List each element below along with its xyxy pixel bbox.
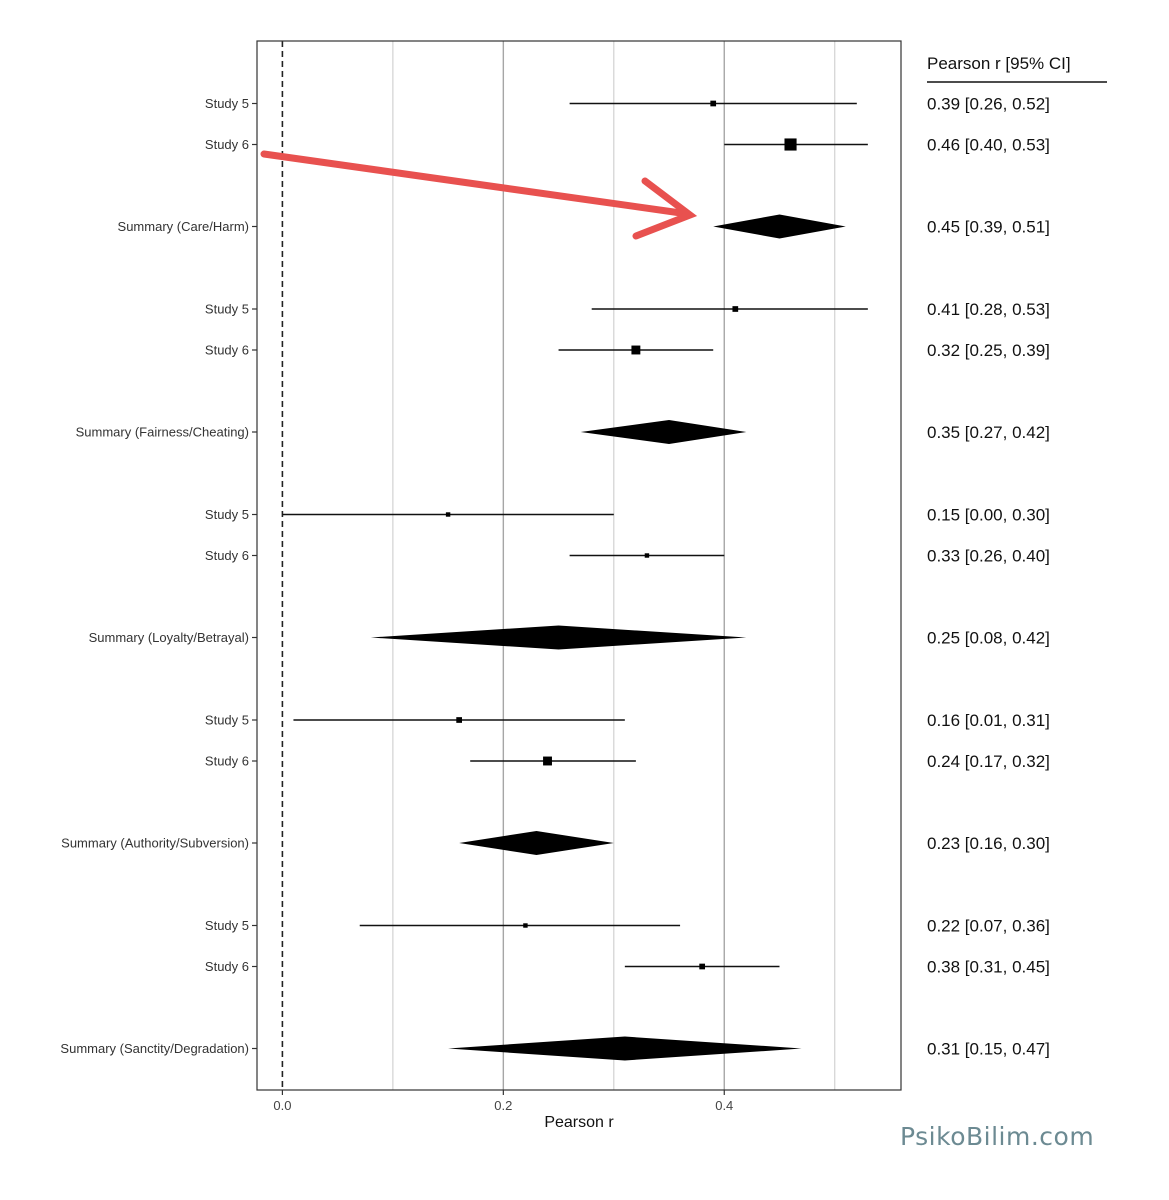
row-label-0: Study 5: [205, 96, 249, 111]
estimate-label-1: 0.46 [0.40, 0.53]: [927, 136, 1050, 155]
estimate-label-3: 0.41 [0.28, 0.53]: [927, 300, 1050, 319]
estimate-label-9: 0.16 [0.01, 0.31]: [927, 711, 1050, 730]
summary-diamond-2: [713, 214, 846, 239]
x-tick-label-1: 0.2: [494, 1098, 512, 1113]
row-label-4: Study 6: [205, 343, 249, 358]
row-label-13: Study 6: [205, 959, 249, 974]
x-tick-label-2: 0.4: [715, 1098, 733, 1113]
row-label-3: Study 5: [205, 302, 249, 317]
row-label-9: Study 5: [205, 713, 249, 728]
arrow-shaft: [260, 150, 692, 218]
row-label-14: Summary (Sanctity/Degradation): [60, 1041, 249, 1056]
row-label-7: Study 6: [205, 548, 249, 563]
estimate-label-13: 0.38 [0.31, 0.45]: [927, 958, 1050, 977]
x-axis-title: Pearson r: [544, 1114, 614, 1131]
estimate-label-11: 0.23 [0.16, 0.30]: [927, 834, 1050, 853]
summary-diamond-8: [370, 625, 747, 650]
summary-diamond-5: [580, 420, 747, 444]
point-estimate-10: [543, 756, 552, 766]
point-estimate-0: [710, 100, 717, 107]
watermark: PsikoBilim.com: [900, 1122, 1095, 1151]
point-estimate-4: [631, 345, 641, 355]
data-marks: [282, 100, 868, 1061]
row-label-12: Study 5: [205, 918, 249, 933]
point-estimate-6: [445, 512, 451, 517]
estimate-label-2: 0.45 [0.39, 0.51]: [927, 218, 1050, 237]
summary-diamond-14: [448, 1036, 802, 1061]
estimate-label-5: 0.35 [0.27, 0.42]: [927, 423, 1050, 442]
point-estimate-3: [732, 306, 739, 312]
annotation-arrow: [260, 150, 698, 240]
row-label-2: Summary (Care/Harm): [118, 219, 249, 234]
row-label-8: Summary (Loyalty/Betrayal): [89, 630, 249, 645]
estimate-label-0: 0.39 [0.26, 0.52]: [927, 95, 1050, 114]
point-estimate-1: [784, 138, 797, 151]
estimate-label-12: 0.22 [0.07, 0.36]: [927, 917, 1050, 936]
estimate-label-7: 0.33 [0.26, 0.40]: [927, 547, 1050, 566]
row-label-10: Study 6: [205, 754, 249, 769]
estimate-labels: 0.39 [0.26, 0.52] 0.46 [0.40, 0.53] 0.45 […: [927, 95, 1050, 1059]
estimate-label-10: 0.24 [0.17, 0.32]: [927, 752, 1050, 771]
grid-lines: [392, 41, 836, 1090]
point-estimate-13: [699, 963, 706, 970]
point-estimate-7: [644, 553, 650, 558]
plot-panel-border: [256, 40, 902, 1091]
estimate-label-8: 0.25 [0.08, 0.42]: [927, 629, 1050, 648]
estimate-label-4: 0.32 [0.25, 0.39]: [927, 341, 1050, 360]
x-axis-ticks: 0.0 0.2 0.4: [273, 1090, 733, 1113]
summary-diamond-11: [459, 831, 614, 855]
estimate-label-6: 0.15 [0.00, 0.30]: [927, 506, 1050, 525]
row-label-1: Study 6: [205, 137, 249, 152]
row-labels: Study 5 Study 6 Summary (Care/Harm) Study 5…: [60, 96, 257, 1056]
estimate-label-14: 0.31 [0.15, 0.47]: [927, 1040, 1050, 1059]
row-label-5: Summary (Fairness/Cheating): [76, 425, 249, 440]
arrow-head: [632, 177, 698, 240]
point-estimate-9: [456, 717, 462, 723]
estimate-column-header: Pearson r [95% CI]: [927, 54, 1071, 73]
row-label-11: Summary (Authority/Subversion): [61, 836, 249, 851]
row-label-6: Study 5: [205, 507, 249, 522]
x-tick-label-0: 0.0: [273, 1098, 291, 1113]
point-estimate-12: [523, 923, 528, 928]
